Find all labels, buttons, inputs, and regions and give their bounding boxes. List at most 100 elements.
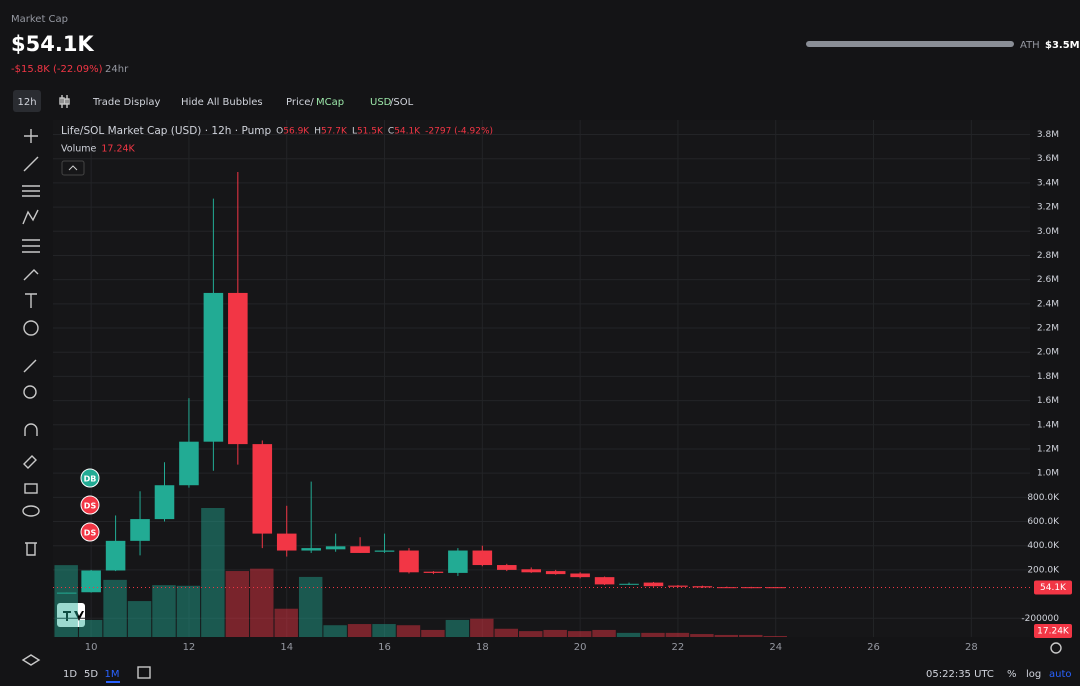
candle-body <box>203 292 224 442</box>
legend-key: H <box>314 127 321 137</box>
volume-bar <box>543 629 567 637</box>
log-toggle[interactable]: log <box>1026 669 1041 680</box>
plot-area <box>53 120 1030 637</box>
volume-bar <box>519 631 543 637</box>
volume-legend-value: 17.24K <box>101 144 135 155</box>
candle-body <box>692 586 713 588</box>
y-tick-label: 800.0K <box>1027 493 1060 503</box>
calendar-icon[interactable] <box>137 666 151 679</box>
auto-toggle[interactable]: auto <box>1049 669 1072 680</box>
x-tick-label: 24 <box>769 642 782 653</box>
volume-bar <box>225 571 250 637</box>
logo <box>57 603 85 627</box>
candle-body <box>325 546 346 550</box>
candle-body <box>643 582 664 587</box>
candle-body <box>619 583 639 585</box>
x-tick-label: 12 <box>183 642 196 653</box>
sol-toggle[interactable]: /SOL <box>390 97 414 108</box>
y-tick-label: 3.8M <box>1037 130 1059 140</box>
y-tick-label: 3.6M <box>1037 154 1059 164</box>
legend-change: -2797 (-4.92%) <box>425 127 493 137</box>
volume-bar <box>103 579 127 637</box>
candle-body <box>154 485 175 520</box>
volume-bar <box>616 632 641 637</box>
y-tick-label: 1.6M <box>1037 396 1059 406</box>
y-tick-label: 1.0M <box>1037 469 1059 479</box>
volume-bar <box>763 635 787 637</box>
x-tick-label: 20 <box>574 642 587 653</box>
mcap-toggle[interactable]: MCap <box>316 97 344 108</box>
y-tick-label: 2.6M <box>1037 275 1059 285</box>
volume-bar <box>372 624 396 637</box>
x-tick-label: 26 <box>867 642 880 653</box>
market-cap-label: Market Cap <box>11 14 68 25</box>
trade-bubble-label: DS <box>84 529 97 538</box>
trade-bubble <box>80 468 100 488</box>
legend-value: 56.9K <box>283 127 310 137</box>
period: 24hr <box>105 64 129 75</box>
x-tick-label: 22 <box>672 642 685 653</box>
candle-body <box>56 592 77 594</box>
x-tick-label: 18 <box>476 642 489 653</box>
price-toggle[interactable]: Price/ <box>286 97 314 108</box>
y-tick-label: 2.4M <box>1037 299 1059 309</box>
volume-bar <box>396 625 421 637</box>
settings-icon[interactable] <box>1050 642 1062 654</box>
candle-body <box>741 587 762 589</box>
candle-body <box>570 573 590 578</box>
interval-button[interactable]: 12h <box>17 97 36 108</box>
x-tick-label: 14 <box>280 642 293 653</box>
candle-body <box>765 587 786 589</box>
y-tick-label: 3.2M <box>1037 203 1059 213</box>
collapse-icon[interactable] <box>68 165 78 171</box>
y-tick-label: 200.0K <box>1027 565 1060 575</box>
collapse-button[interactable] <box>61 160 85 176</box>
trade-bubble-label: DB <box>84 475 97 484</box>
ath-value: $3.5M <box>1045 40 1080 51</box>
y-tick-label: 3.4M <box>1037 178 1059 188</box>
volume-bar <box>298 576 323 637</box>
trade-display[interactable]: Trade Display <box>92 97 160 108</box>
ath-label: ATH <box>1020 40 1040 51</box>
x-tick-label: 16 <box>378 642 391 653</box>
clock: 05:22:35 UTC <box>926 669 994 680</box>
candle-icon[interactable] <box>59 95 70 108</box>
trade-bubble <box>80 522 100 542</box>
interval-button-bg[interactable] <box>13 90 41 112</box>
volume-bar <box>690 634 714 637</box>
volume-bar <box>714 634 739 637</box>
market-cap-value: $54.1K <box>11 32 94 56</box>
y-tick-label: 3.0M <box>1037 227 1059 237</box>
volume-bar <box>152 585 176 637</box>
candle-body <box>545 571 566 575</box>
last-volume-box <box>1034 624 1072 638</box>
range-button[interactable]: 1M <box>105 669 120 680</box>
x-tick-label: 10 <box>85 642 98 653</box>
candle-body <box>301 548 321 551</box>
x-tick-label: 28 <box>965 642 978 653</box>
candle-body <box>228 292 248 445</box>
candle-body <box>668 585 688 587</box>
range-underline <box>106 681 120 683</box>
y-tick-label: 1.4M <box>1037 420 1059 430</box>
volume-bar <box>592 629 616 637</box>
volume-bar <box>567 631 592 637</box>
y-tick-label: 2.0M <box>1037 348 1059 358</box>
change: -$15.8K (-22.09%) <box>11 64 103 75</box>
percent-toggle[interactable]: % <box>1007 669 1017 680</box>
volume-bar <box>445 619 470 637</box>
volume-bar <box>421 629 445 637</box>
volume-bar <box>347 624 372 637</box>
hide-bubbles[interactable]: Hide All Bubbles <box>181 97 263 108</box>
trade-bubble-label: DS <box>84 502 97 511</box>
candle-body <box>472 550 493 566</box>
usd-toggle[interactable]: USD <box>370 97 392 108</box>
volume-bar <box>494 628 519 637</box>
volume-bar <box>78 619 103 637</box>
y-tick-label: 1.8M <box>1037 372 1059 382</box>
candle-body <box>374 550 395 552</box>
range-button[interactable]: 1D <box>63 669 77 680</box>
range-button[interactable]: 5D <box>84 669 98 680</box>
candle-body <box>276 533 297 551</box>
drawing-tools[interactable] <box>21 129 41 666</box>
